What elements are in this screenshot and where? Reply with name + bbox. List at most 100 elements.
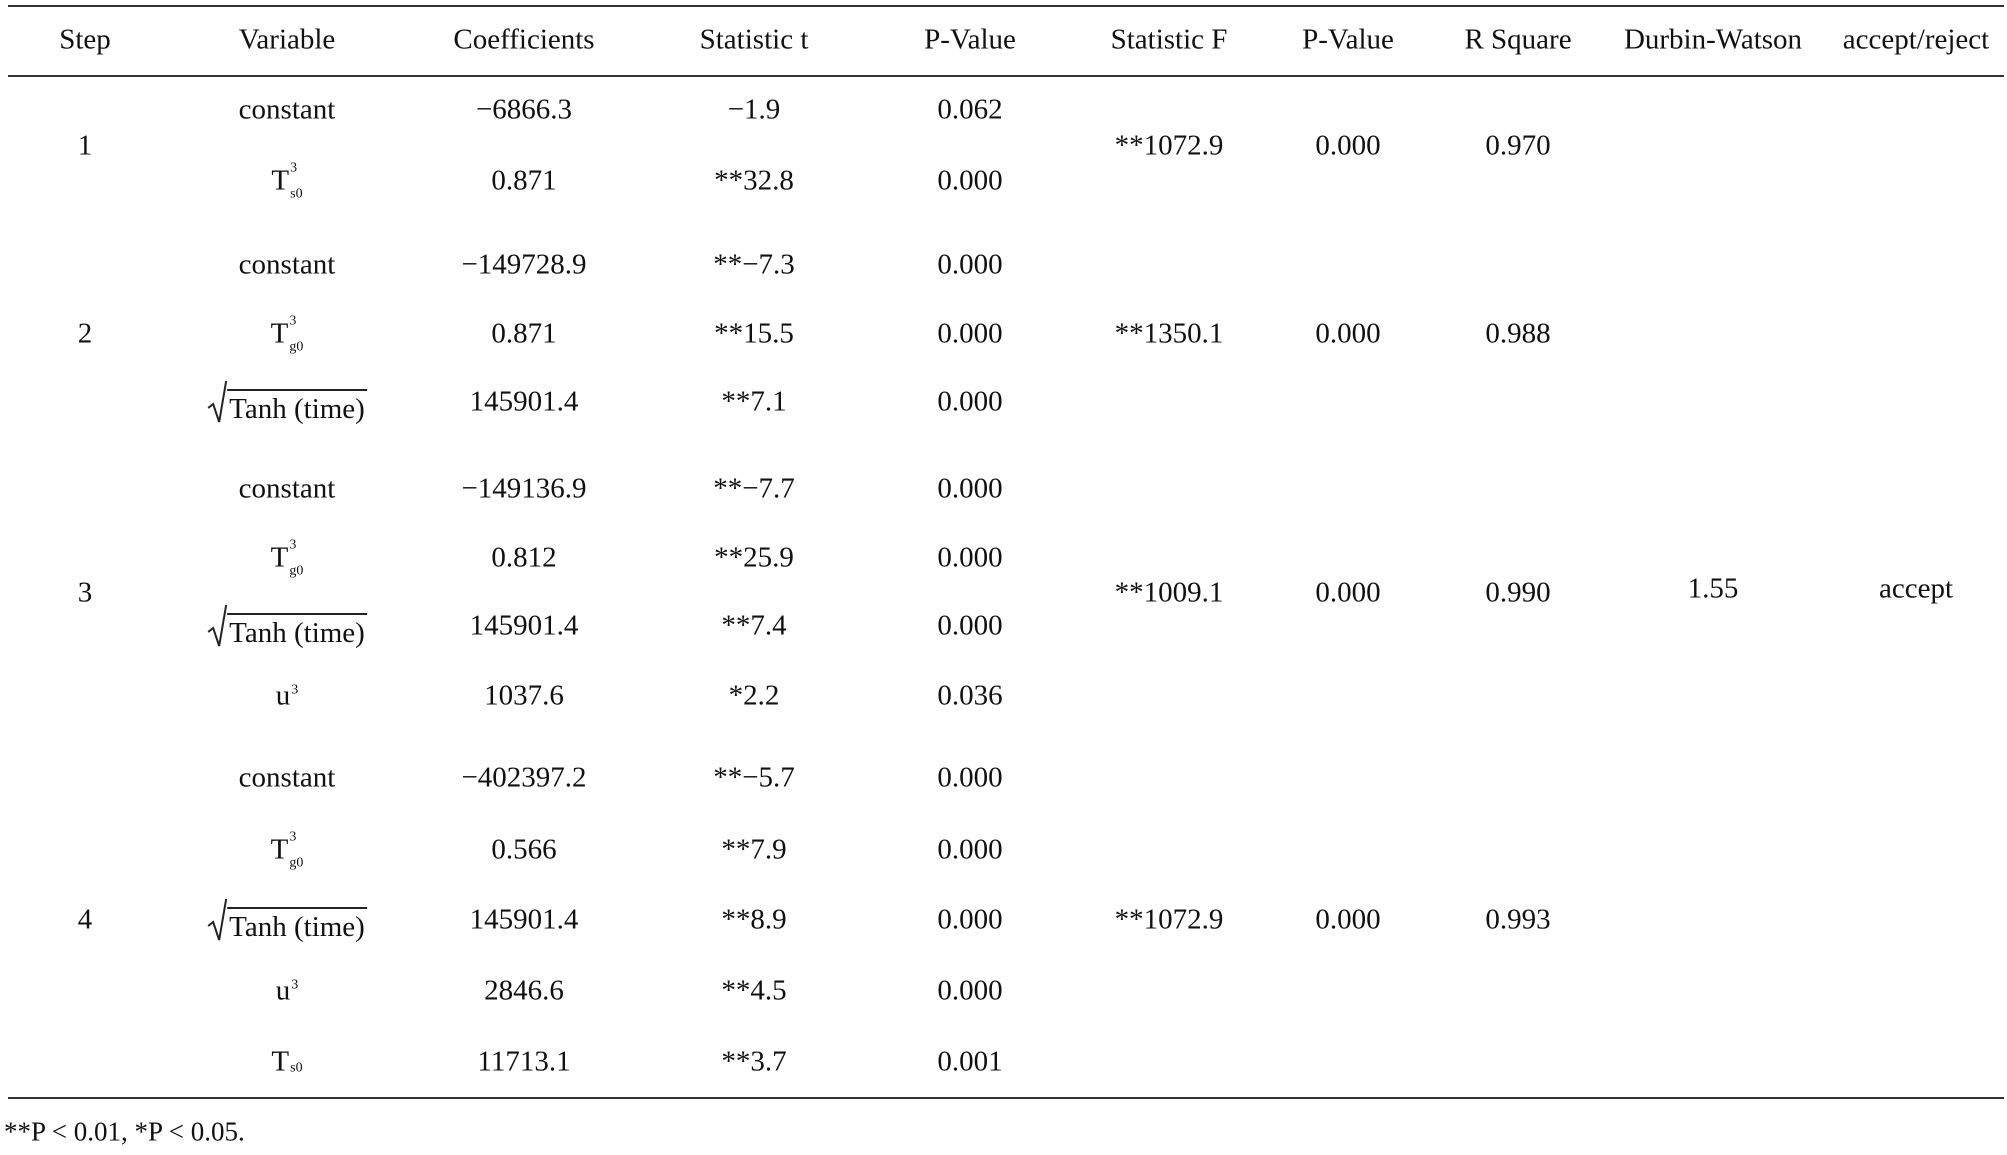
r-square: 0.993 (1485, 903, 1551, 936)
superscript: 3 (289, 829, 297, 844)
statistic-t: **8.9 (721, 903, 787, 936)
header-rule (8, 75, 2004, 77)
coefficient: 145901.4 (469, 609, 579, 642)
variable-base: u (275, 679, 291, 712)
coefficient: 145901.4 (469, 903, 579, 936)
subscript: g0 (289, 855, 304, 870)
column-header: R Square (1464, 23, 1572, 56)
statistic-f: **1350.1 (1114, 317, 1224, 349)
column-header: Statistic F (1110, 23, 1228, 56)
variable-text: constant (238, 472, 336, 505)
radicand: Tanh (time) (227, 613, 367, 648)
radical-sign (207, 898, 228, 941)
coefficient: −149728.9 (461, 248, 587, 281)
coefficient: 11713.1 (477, 1045, 571, 1078)
p-value: 0.000 (937, 385, 1003, 418)
durbin-watson: 1.55 (1687, 572, 1739, 605)
variable: T 3 s0 (271, 161, 302, 201)
scripts: 3 g0 (289, 830, 303, 870)
radical: Tanh (time) (207, 380, 367, 424)
column-header: P-Value (1302, 23, 1394, 56)
subscript: s0 (290, 186, 303, 201)
step-number: 1 (77, 129, 93, 161)
scripts: 3 g0 (289, 538, 303, 578)
coefficient: 0.871 (491, 317, 557, 350)
variable-base: u (275, 974, 291, 1007)
p-value: 0.000 (937, 833, 1003, 866)
step-number: 4 (77, 903, 93, 936)
statistic-f: **1072.9 (1114, 129, 1224, 161)
column-header: P-Value (924, 23, 1016, 56)
radical: Tanh (time) (207, 604, 367, 648)
superscript: 3 (289, 313, 297, 328)
p-value: 0.000 (937, 541, 1003, 574)
step-number: 2 (77, 317, 93, 349)
variable: constant (239, 763, 336, 793)
variable: T 3 g0 (270, 314, 304, 354)
coefficient: 2846.6 (484, 974, 564, 1007)
scripts: 3 (291, 683, 298, 703)
variable: T 3 g0 (270, 830, 304, 870)
variable: Tanh (time) (207, 898, 367, 942)
p-value: 0.000 (937, 248, 1003, 281)
statistic-t: **7.1 (721, 385, 787, 418)
p-value: 0.000 (937, 472, 1003, 505)
superscript: 3 (291, 977, 299, 992)
superscript: 3 (291, 682, 299, 697)
p-value: 0.001 (937, 1045, 1003, 1078)
variable: constant (238, 472, 336, 505)
column-header: Durbin-Watson (1623, 23, 1803, 56)
statistic-t: **−7.7 (713, 472, 795, 505)
variable-base: T (270, 833, 289, 866)
p-value: 0.000 (937, 317, 1003, 350)
statistic-t: *2.2 (728, 679, 780, 712)
model-p-value: 0.000 (1315, 576, 1381, 608)
variable-base: T (271, 164, 290, 197)
radicand: Tanh (time) (227, 389, 367, 424)
superscript: 3 (289, 537, 297, 552)
coefficient: 0.812 (491, 541, 557, 574)
r-square: 0.970 (1485, 129, 1551, 161)
column-header: Coefficients (453, 23, 595, 56)
variable: T 3 g0 (271, 538, 304, 578)
statistic-f: **1009.1 (1114, 576, 1224, 608)
p-value: 0.000 (937, 761, 1003, 794)
statistic-t: −1.9 (727, 93, 781, 126)
r-square: 0.990 (1485, 576, 1551, 608)
p-value: 0.000 (937, 609, 1003, 642)
footnote: **P < 0.01, *P < 0.05. (4, 1116, 245, 1147)
statistic-t: **−7.3 (713, 248, 795, 281)
step-number: 3 (77, 576, 93, 608)
coefficient: 0.871 (491, 164, 557, 197)
subscript: s0 (290, 1060, 303, 1075)
scripts: 3 g0 (289, 314, 303, 354)
r-square: 0.988 (1485, 317, 1551, 349)
statistic-t: **32.8 (714, 164, 794, 197)
model-p-value: 0.000 (1315, 317, 1381, 349)
statistic-t: **−5.7 (713, 761, 795, 794)
coefficient: 0.566 (491, 833, 557, 866)
variable-base: T (270, 317, 289, 350)
subscript: g0 (289, 563, 304, 578)
p-value: 0.036 (937, 679, 1003, 712)
top-rule (8, 5, 2004, 7)
scripts: 3 (291, 978, 298, 998)
radical-sign (207, 604, 228, 647)
coefficient: 145901.4 (469, 385, 579, 418)
statistic-t: **4.5 (721, 974, 787, 1007)
coefficient: −402397.2 (461, 761, 587, 794)
radical: Tanh (time) (207, 898, 367, 942)
statistic-t: **15.5 (714, 317, 794, 350)
p-value: 0.000 (937, 903, 1003, 936)
decision: accept (1878, 572, 1954, 605)
radical-sign (207, 380, 228, 423)
statistic-t: **25.9 (714, 541, 794, 574)
variable: constant (239, 95, 336, 125)
scripts: 3 s0 (290, 161, 302, 201)
statistic-t: **7.9 (721, 833, 787, 866)
superscript: 3 (290, 160, 298, 175)
bottom-rule (8, 1097, 2004, 1099)
